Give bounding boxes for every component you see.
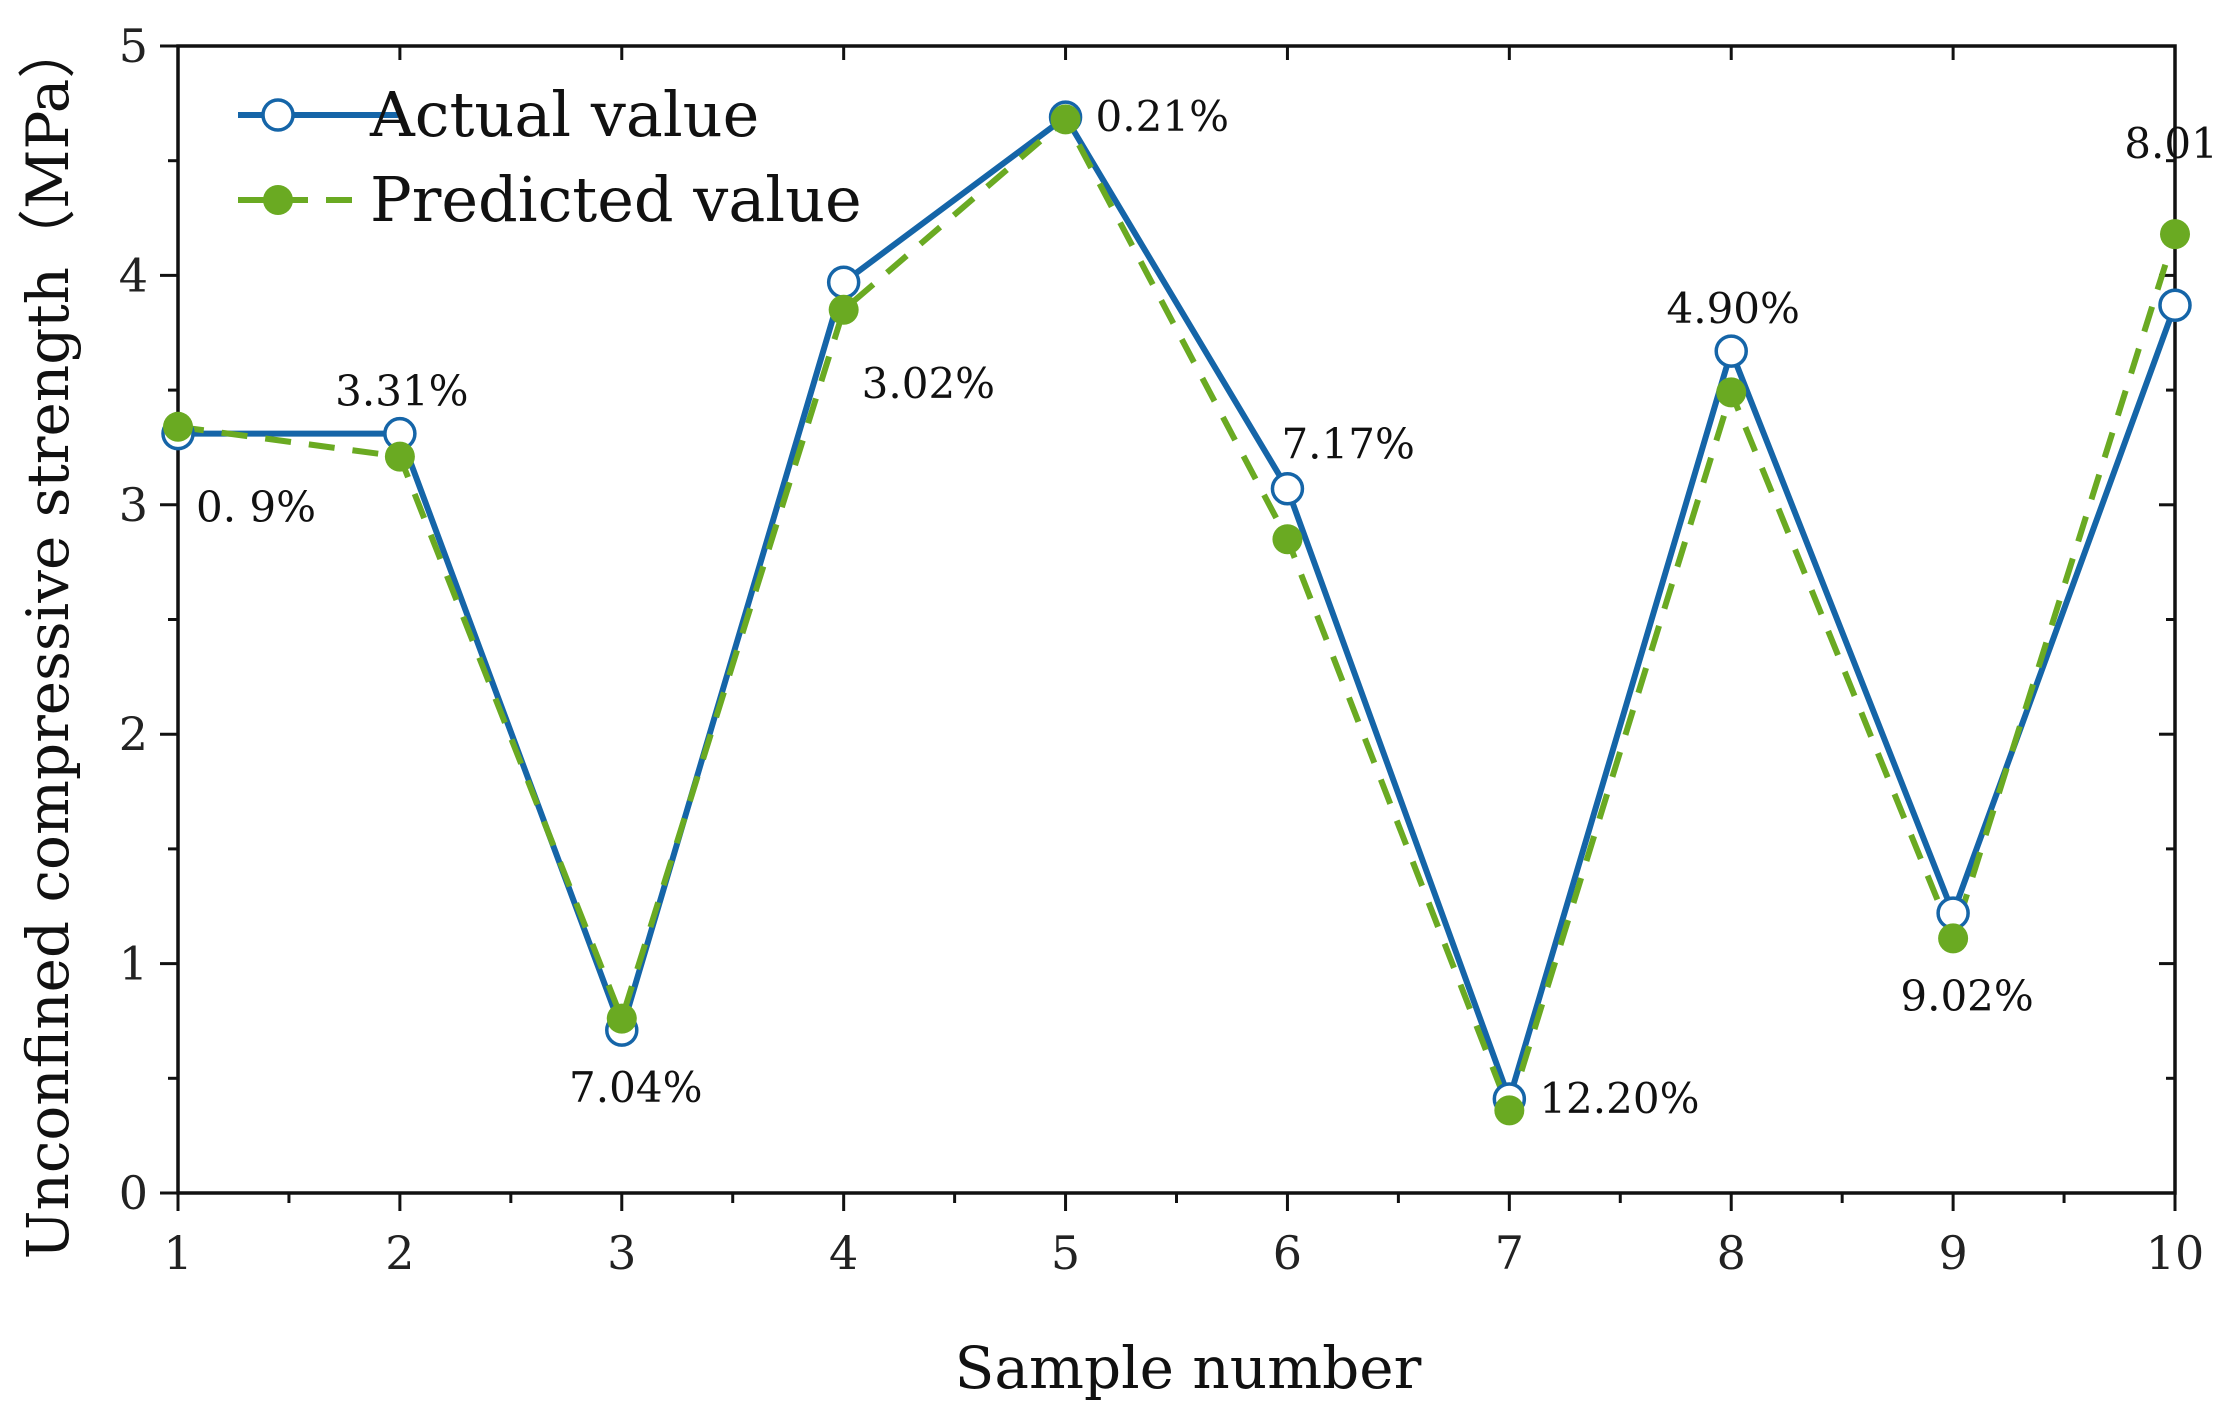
point-actual <box>2158 288 2192 322</box>
y-tick-label: 0 <box>119 1166 148 1220</box>
point-predicted <box>1494 1095 1525 1126</box>
y-axis-title: Unconfined compressive strength（MPa） <box>14 21 82 1260</box>
error-label: 3.02% <box>862 359 995 408</box>
series-line-actual <box>178 114 2178 1102</box>
x-tick-label: 2 <box>385 1226 414 1280</box>
point-predicted <box>163 411 193 442</box>
legend-actual-label: Actual value <box>369 78 759 151</box>
error-label: 9.02% <box>1900 971 2033 1020</box>
y-tick-label: 1 <box>119 937 148 991</box>
point-predicted <box>606 1003 637 1034</box>
x-tick-label: 10 <box>2146 1226 2205 1280</box>
x-tick-label: 6 <box>1273 1226 1302 1280</box>
point-predicted <box>1272 524 1303 555</box>
error-label: 12.20% <box>1539 1074 1699 1123</box>
point-predicted <box>2160 219 2190 250</box>
point-predicted <box>828 294 859 325</box>
data-labels: 0. 9% 3.31% 7.04% 3.02% 0.21% 7.17% 12.20% 4.90… <box>196 92 2216 1123</box>
error-label: 7.17% <box>1281 420 1414 469</box>
x-tick-label: 8 <box>1717 1226 1746 1280</box>
x-tick-label: 9 <box>1938 1226 1967 1280</box>
legend-actual-marker <box>261 98 295 132</box>
x-axis-title: Sample number <box>955 1334 1422 1402</box>
x-tick-label: 7 <box>1495 1226 1524 1280</box>
error-label: 8.01% <box>2124 119 2216 168</box>
error-label: 7.04% <box>569 1063 702 1112</box>
point-predicted <box>1050 104 1081 135</box>
y-tick-label: 3 <box>119 478 148 532</box>
y-tick-label: 2 <box>119 707 148 761</box>
point-actual <box>1714 334 1748 368</box>
point-actual <box>1270 471 1305 506</box>
error-label: 0. 9% <box>196 483 316 532</box>
series-layer <box>161 100 2192 1126</box>
point-actual <box>826 265 861 300</box>
series-line-predicted <box>177 116 2178 1114</box>
y-tick-label: 4 <box>119 248 148 302</box>
x-tick-label: 3 <box>607 1226 636 1280</box>
x-tick-label: 5 <box>1051 1226 1080 1280</box>
point-predicted <box>1938 923 1969 954</box>
legend-predicted-label: Predicted value <box>370 163 862 236</box>
legend-predicted-marker <box>263 185 293 215</box>
error-label: 4.90% <box>1667 284 1800 333</box>
y-tick-label: 5 <box>119 19 148 73</box>
point-predicted <box>1716 377 1747 408</box>
legend: Actual value Predicted value <box>238 78 862 236</box>
point-predicted <box>384 441 415 472</box>
error-label: 3.31% <box>335 367 468 416</box>
x-tick-label: 4 <box>829 1226 858 1280</box>
x-tick-label: 1 <box>163 1226 192 1280</box>
error-label: 0.21% <box>1096 92 1229 141</box>
